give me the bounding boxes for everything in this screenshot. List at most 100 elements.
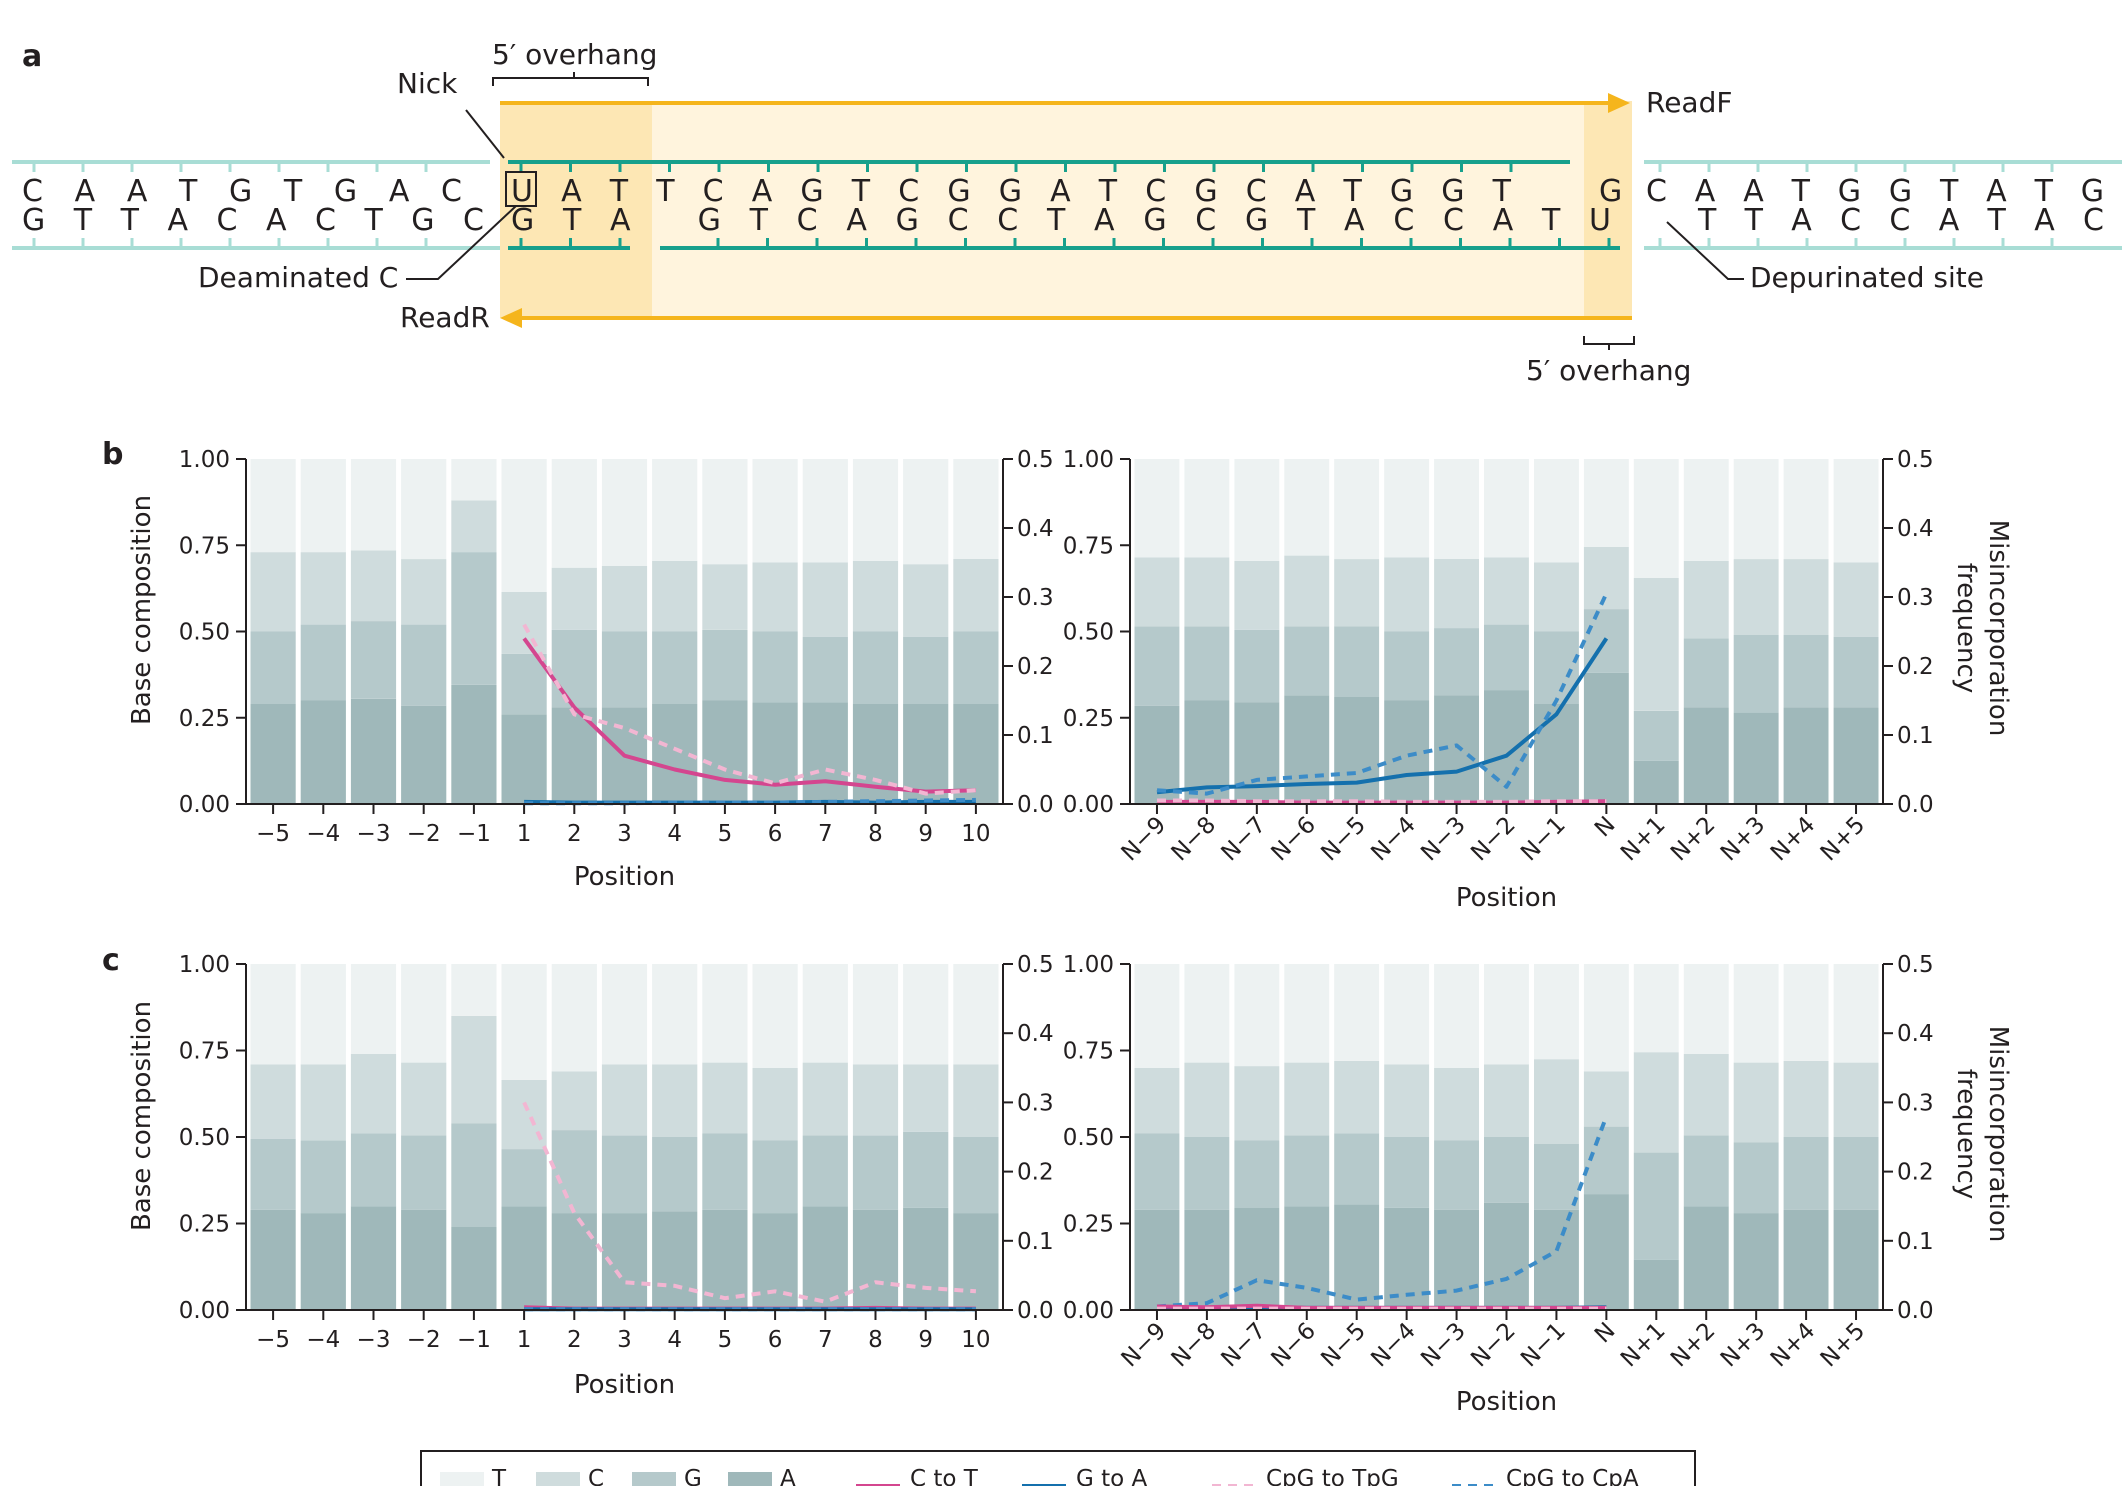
y-tick-label: 1.00 xyxy=(179,447,230,473)
series-line-CpG-to-TpG xyxy=(522,623,977,796)
bar-segment-A xyxy=(702,700,748,804)
read-region-highlight xyxy=(500,101,1632,318)
deaminated-base-box xyxy=(505,171,537,207)
x-tick-label: N+3 xyxy=(1716,812,1771,867)
bar-segment-C xyxy=(702,564,748,630)
bar-segment-A xyxy=(451,685,497,804)
bar-segment-T xyxy=(1733,459,1779,559)
bar-segment-T xyxy=(1134,964,1180,1068)
bar-segment-G xyxy=(300,1140,346,1214)
bar-segment-A xyxy=(1733,712,1779,804)
y2-tick-label: 0.4 xyxy=(1017,1021,1054,1047)
bar-segment-C xyxy=(702,1062,748,1134)
y-tick-label: 0.25 xyxy=(179,1212,230,1238)
y2-tick-label: 0.3 xyxy=(1017,1090,1054,1116)
bar-segment-G xyxy=(702,1133,748,1210)
x-tick-label: 9 xyxy=(918,1327,933,1353)
x-tick-label: 7 xyxy=(818,821,833,847)
bar-segment-T xyxy=(752,964,798,1068)
x-tick-label: N−6 xyxy=(1266,812,1321,867)
bar-segment-C xyxy=(1833,1062,1879,1137)
y-tick-label: 0.50 xyxy=(179,620,230,646)
bar-segment-T xyxy=(1134,459,1180,558)
legend-label: G to A xyxy=(1076,1466,1148,1486)
bar-segment-A xyxy=(401,1209,447,1310)
bar-segment-T xyxy=(601,964,648,1065)
bar-segment-G xyxy=(451,552,497,685)
bar-segment-A xyxy=(1234,1207,1280,1310)
bar-segment-T xyxy=(501,459,547,592)
bar-segment-G xyxy=(1334,626,1380,697)
bar-segment-A xyxy=(300,1213,346,1310)
bar-segment-A xyxy=(852,1209,899,1310)
bar-segment-G xyxy=(852,1135,899,1210)
bar-segment-T xyxy=(802,964,848,1063)
bar-segment-T xyxy=(702,964,748,1063)
bar-segment-A xyxy=(1534,704,1579,804)
series-line-CpG-to-TpG xyxy=(1157,798,1607,804)
bar-segment-G xyxy=(601,1135,648,1214)
dna-base-ticks xyxy=(32,162,2054,248)
bar-segment-C xyxy=(1583,1071,1629,1127)
bar-segment-T xyxy=(802,459,848,563)
bar-segment-C xyxy=(551,567,597,630)
bar-segment-C xyxy=(250,1064,296,1139)
bar-segment-C xyxy=(1783,559,1829,635)
bar-segment-T xyxy=(1583,964,1629,1072)
x-tick-label: N−9 xyxy=(1117,1318,1172,1373)
deaminated-label: Deaminated C xyxy=(198,261,398,294)
chart-b-5prime: 0.00 0.25 0.50 0.75 1.00 0.0 0.1 0.2 0.3 0.4 0.5 −5… xyxy=(179,447,1054,892)
x-tick-label: −2 xyxy=(407,821,441,847)
bar-segment-G xyxy=(1284,1135,1330,1207)
bar-segment-C xyxy=(1434,1067,1479,1141)
legend-label: CpG to CpA xyxy=(1506,1466,1639,1486)
readR-label: ReadR xyxy=(400,301,490,334)
seq-top-right-g: G xyxy=(1599,174,1622,209)
x-tick-label: −1 xyxy=(457,1327,491,1353)
y-tick-label: 0.25 xyxy=(1063,706,1114,732)
bar-segment-A xyxy=(350,1206,397,1310)
bar-segment-T xyxy=(401,459,447,559)
bar-segment-A xyxy=(1633,760,1679,804)
bar-segment-C xyxy=(852,1064,899,1136)
x-tick-label: N−4 xyxy=(1366,812,1421,867)
bar-segment-T xyxy=(1534,459,1579,563)
seq-bottom-right: T T A C C A T A C xyxy=(1697,203,2104,238)
x-tick-label: −4 xyxy=(306,1327,340,1353)
bar-segment-C xyxy=(1683,560,1729,639)
bar-segment-A xyxy=(1134,705,1180,804)
seq-bottom-left: G T T A C A C T G C xyxy=(22,203,484,238)
y-tick-label: 0.25 xyxy=(179,706,230,732)
x-tick-label: 7 xyxy=(818,1327,833,1353)
nick-label: Nick xyxy=(397,67,458,100)
bar-segment-T xyxy=(401,964,447,1063)
x-tick-label: 10 xyxy=(961,821,990,847)
legend-label: G xyxy=(684,1466,702,1486)
bar-segment-C xyxy=(752,1067,798,1141)
x-tick-label: 2 xyxy=(567,821,582,847)
depurinated-pointer xyxy=(1666,221,1744,280)
y2label-b-line2: frequency xyxy=(1951,563,1981,693)
y-tick-label: 0.50 xyxy=(1063,620,1114,646)
x-tick-label: 2 xyxy=(567,1327,582,1353)
y2-tick-label: 0.5 xyxy=(1897,952,1934,978)
bar-segment-G xyxy=(601,631,648,708)
overhang-bottom-label: 5′ overhang xyxy=(1526,354,1691,387)
bar-segment-A xyxy=(401,705,447,804)
readF-label: ReadF xyxy=(1646,86,1732,119)
x-tick-label: 1 xyxy=(517,821,532,847)
bar-segment-C xyxy=(401,559,447,625)
bar-segment-T xyxy=(1484,964,1529,1065)
bar-segment-C xyxy=(1234,1066,1280,1141)
bar-segment-G xyxy=(1334,1133,1380,1205)
ylabel-c: Base composition xyxy=(127,1001,157,1231)
bar-segment-T xyxy=(1434,459,1479,559)
bar-segment-A xyxy=(250,1209,296,1310)
bar-segment-G xyxy=(1783,634,1829,708)
x-tick-label: −1 xyxy=(457,821,491,847)
x-tick-label: 8 xyxy=(868,1327,883,1353)
bar-segment-C xyxy=(953,559,999,632)
y2-tick-label: 0.0 xyxy=(1017,1298,1054,1324)
bar-segment-G xyxy=(1284,626,1330,696)
bar-segment-T xyxy=(1384,459,1430,558)
